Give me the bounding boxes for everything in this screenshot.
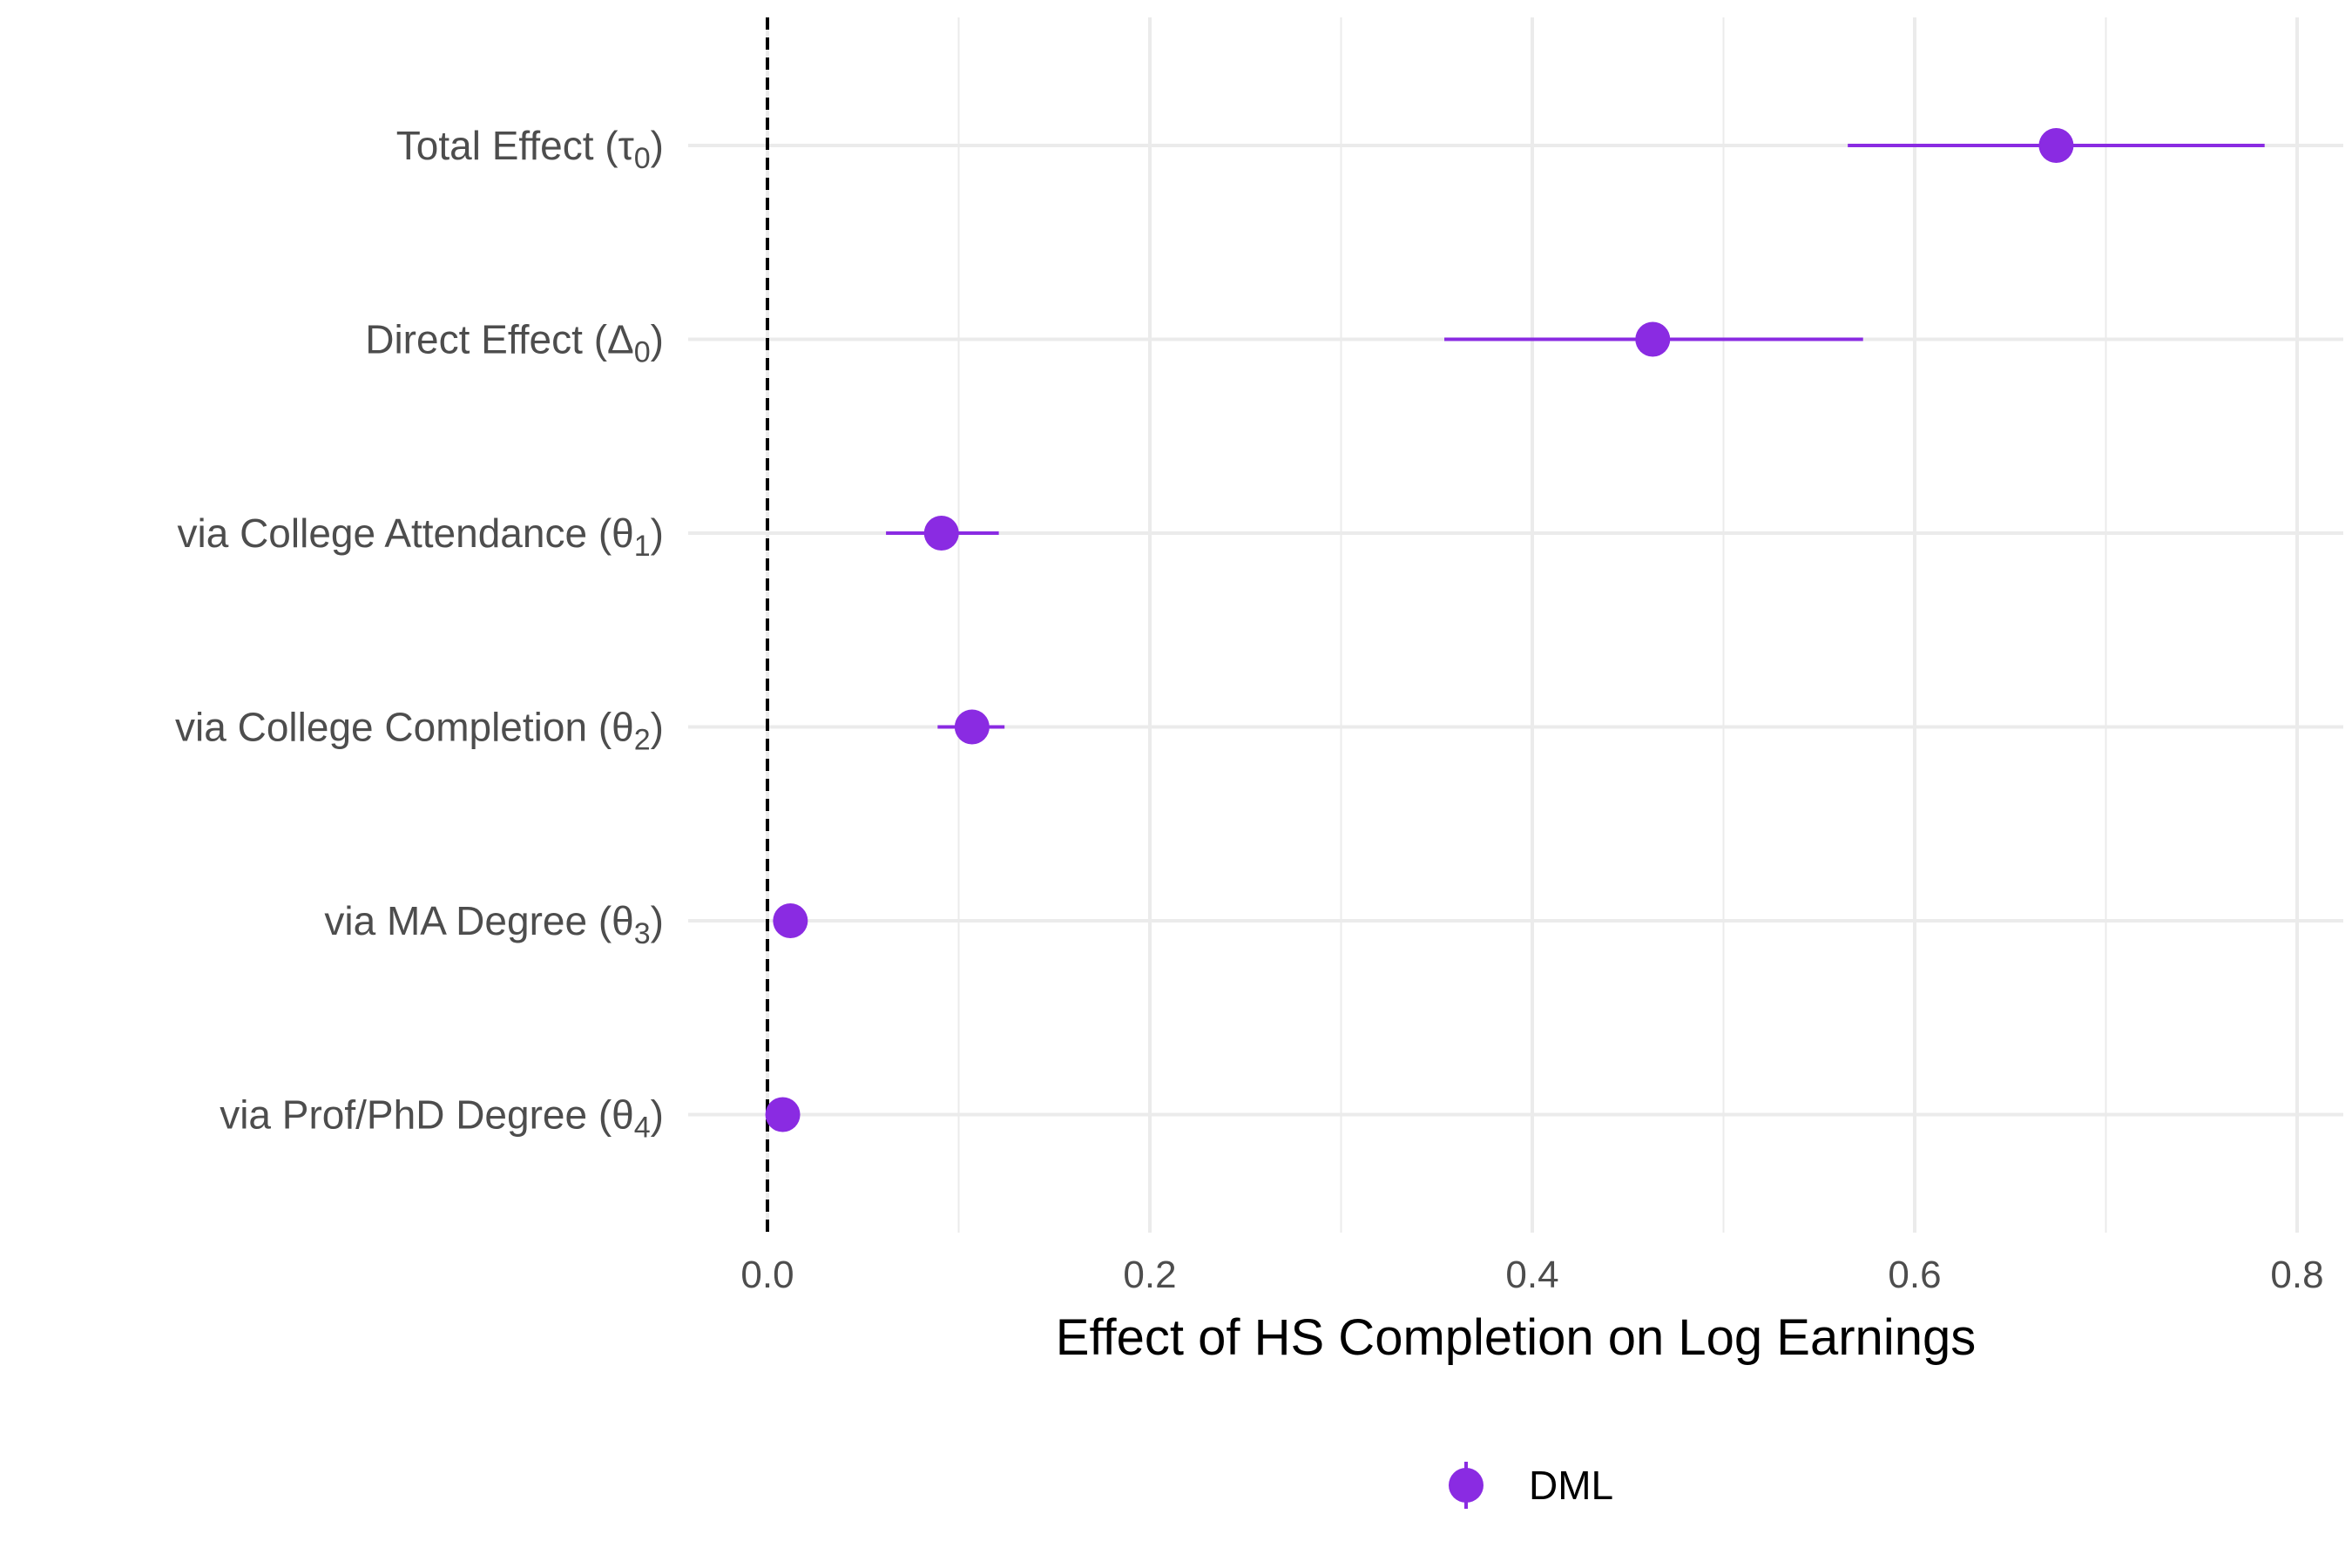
category-label: via Prof/PhD Degree (θ4) xyxy=(220,1092,664,1145)
point-estimate xyxy=(773,903,808,938)
category-label: Total Effect (τ0) xyxy=(396,123,664,175)
legend-label: DML xyxy=(1529,1463,1613,1508)
category-labels: Total Effect (τ0) Direct Effect (Δ0) via C… xyxy=(175,123,664,1145)
grid-layer xyxy=(688,17,2343,1233)
category-label: via MA Degree (θ3) xyxy=(324,898,664,950)
x-tick-label: 0.6 xyxy=(1888,1254,1941,1296)
category-label: via College Attendance (θ1) xyxy=(178,510,665,563)
x-tick-label: 0.8 xyxy=(2270,1254,2323,1296)
point-estimate xyxy=(1635,321,1671,357)
x-axis-title: Effect of HS Completion on Log Earnings xyxy=(1056,1309,1976,1366)
error-bars xyxy=(776,144,2265,1117)
legend-key-point xyxy=(1449,1468,1484,1503)
point-estimate xyxy=(954,709,990,745)
x-tick-label: 0.4 xyxy=(1505,1254,1558,1296)
category-label: Direct Effect (Δ0) xyxy=(365,317,664,369)
x-tick-labels: 0.0 0.2 0.4 0.6 0.8 xyxy=(740,1254,2323,1296)
point-estimate xyxy=(2038,128,2074,163)
point-estimate xyxy=(923,516,959,551)
legend: DML xyxy=(1449,1462,1613,1509)
x-tick-label: 0.2 xyxy=(1123,1254,1176,1296)
x-tick-label: 0.0 xyxy=(740,1254,794,1296)
point-estimate xyxy=(765,1097,801,1132)
point-estimates xyxy=(765,128,2074,1132)
category-label: via College Completion (θ2) xyxy=(175,705,664,757)
